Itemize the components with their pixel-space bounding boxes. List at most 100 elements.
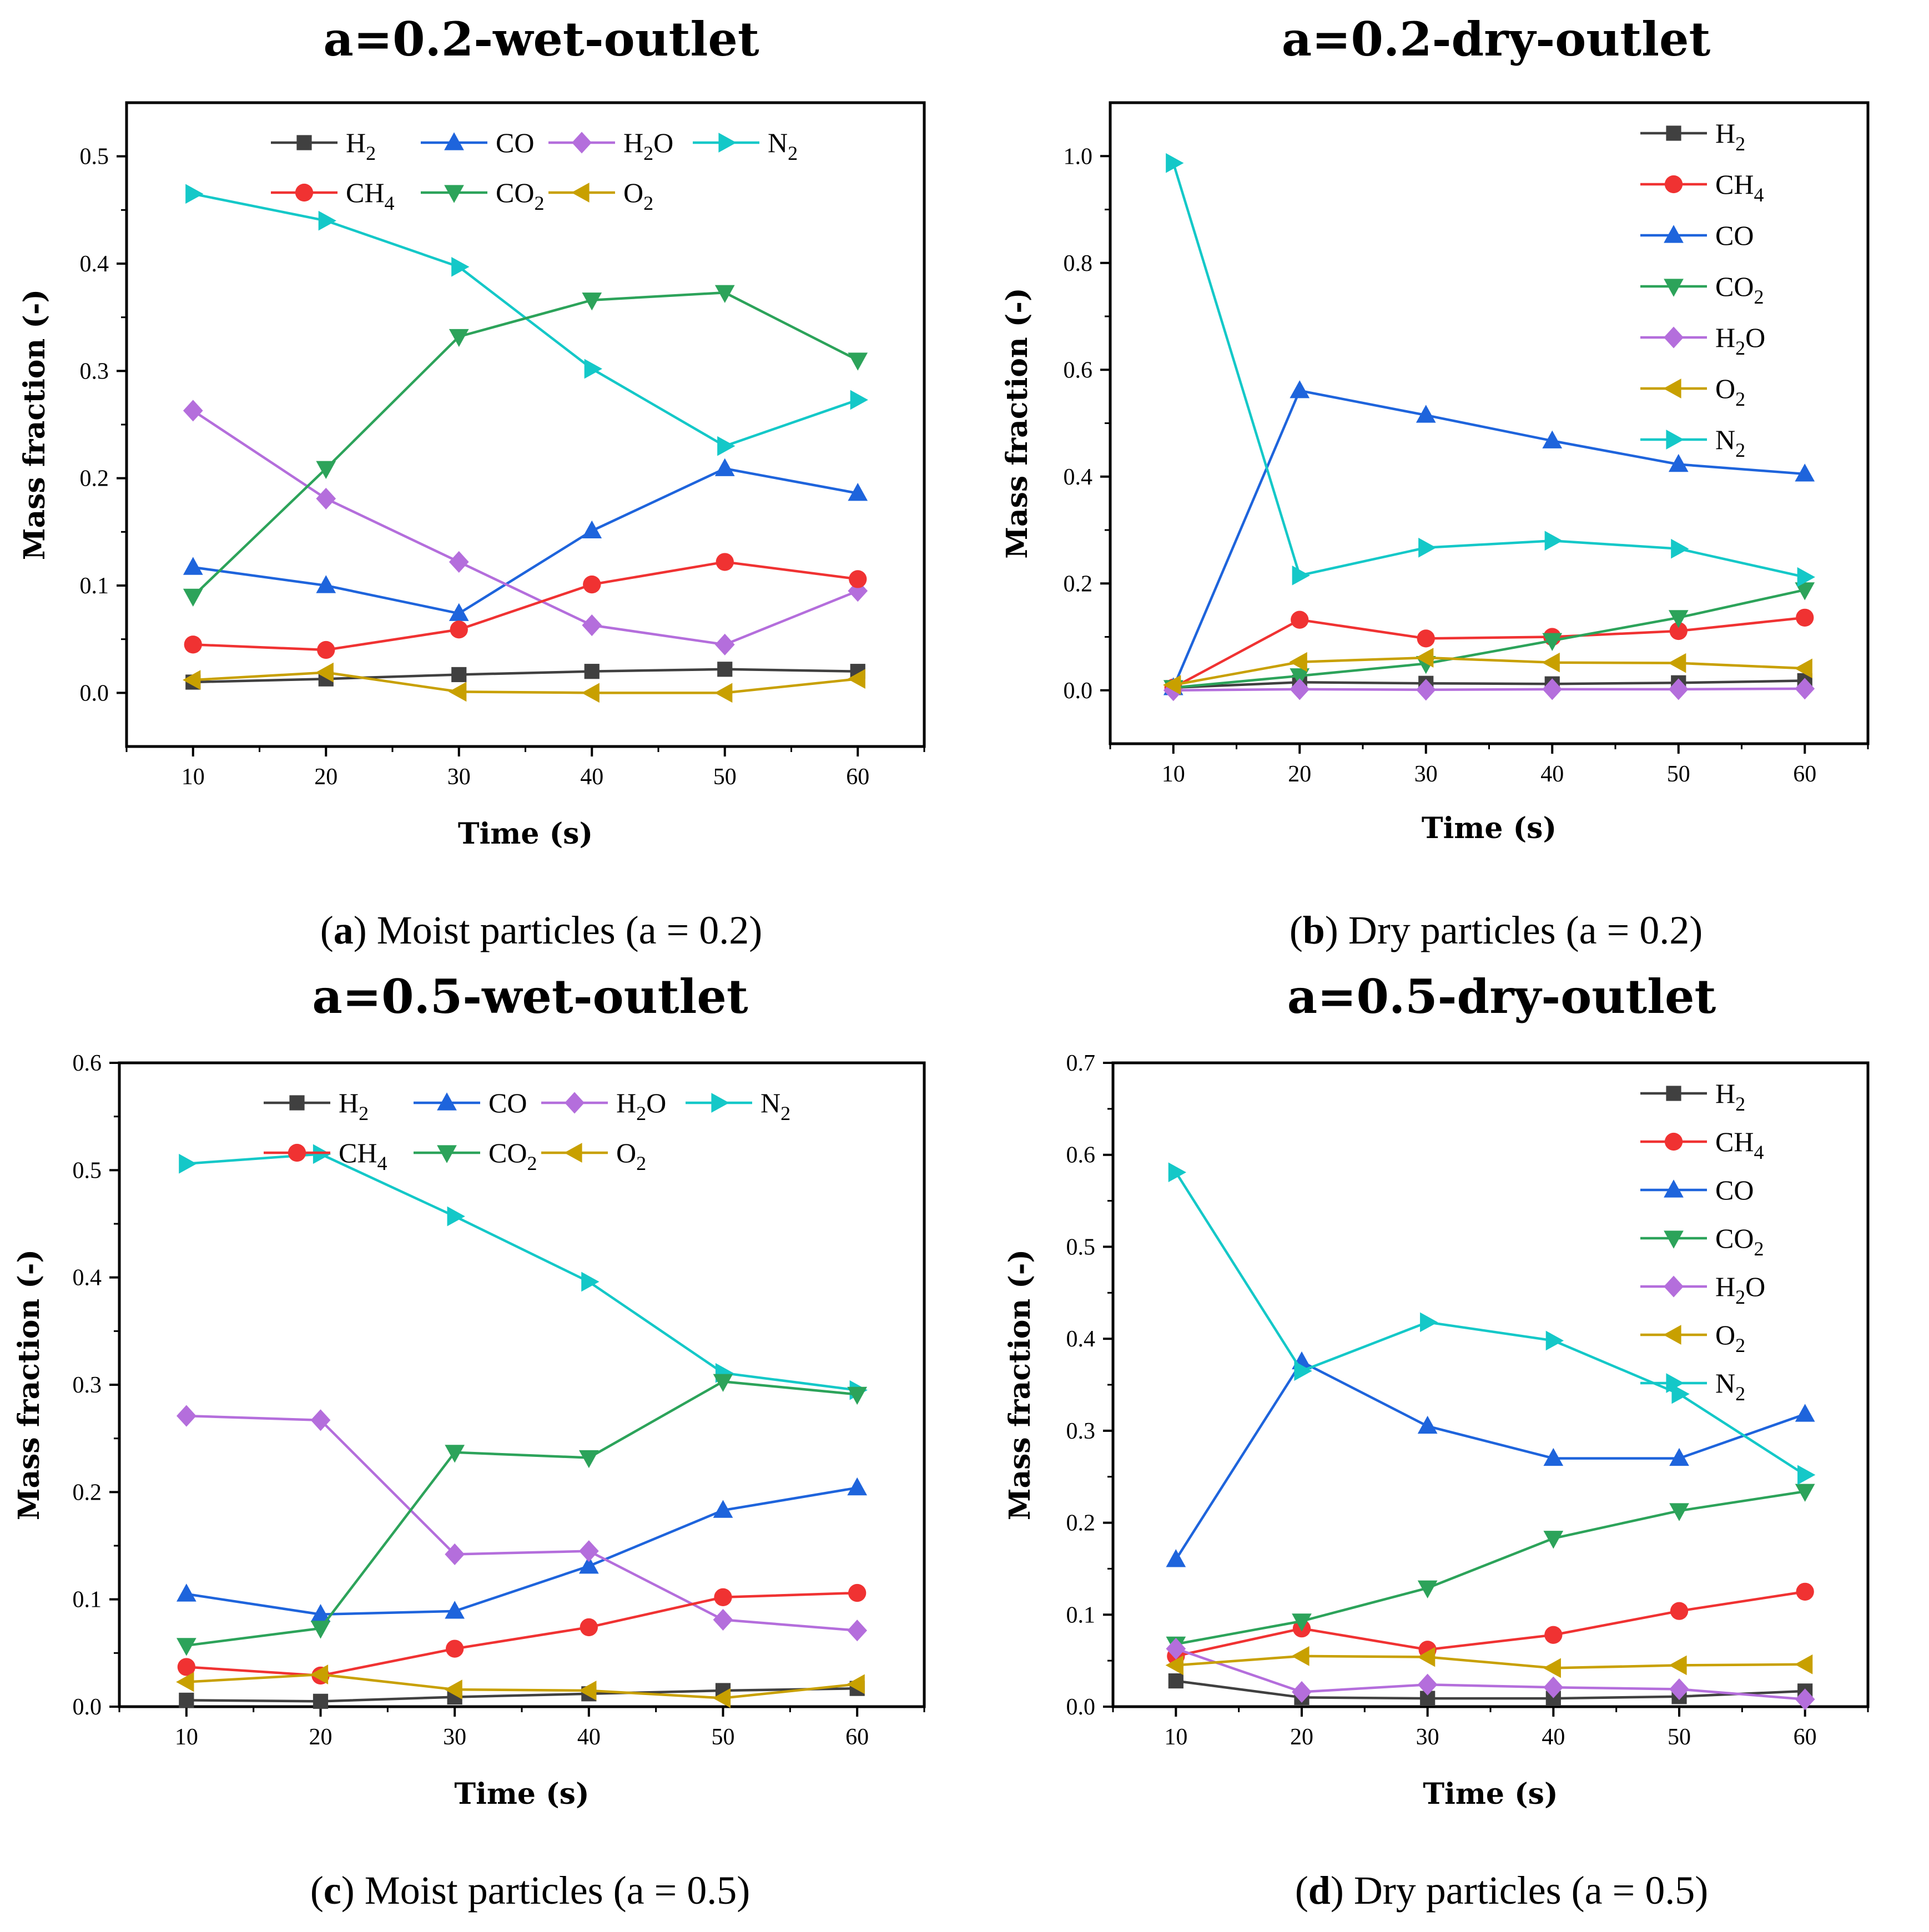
figure-caption: (d) Dry particles (a = 0.5) xyxy=(1295,1868,1708,1913)
legend-marker-h2 xyxy=(1666,125,1681,141)
series-co xyxy=(1166,1351,1815,1567)
x-tick-label: 40 xyxy=(580,764,603,790)
data-point-h2o xyxy=(445,1543,465,1566)
series-line-co xyxy=(193,467,858,615)
legend: H2 CH4 CO CO2 H2O O2 N2 xyxy=(1640,1078,1765,1405)
data-point-co2 xyxy=(847,1386,868,1405)
y-tick-label: 0.0 xyxy=(1064,678,1093,704)
data-point-h2o xyxy=(1417,1673,1438,1696)
series-n2 xyxy=(1166,153,1815,587)
data-point-co2 xyxy=(1669,1503,1689,1521)
series-co xyxy=(183,458,868,621)
data-point-ch4 xyxy=(450,621,468,639)
x-tick-label: 60 xyxy=(1794,1724,1817,1750)
y-tick-label: 1.0 xyxy=(1064,144,1093,169)
data-point-h2o xyxy=(176,1405,197,1427)
data-point-o2 xyxy=(1416,648,1434,668)
data-point-co2 xyxy=(1795,582,1815,601)
data-point-h2o xyxy=(1166,1638,1186,1660)
y-axis-label: Mass fraction (-) xyxy=(1000,287,1034,558)
x-axis-label: Time (s) xyxy=(458,817,593,851)
series-n2 xyxy=(1168,1162,1816,1485)
legend-marker-ch4 xyxy=(1664,1132,1683,1151)
legend-label-h2: H2 xyxy=(1715,1078,1745,1115)
series-h2o xyxy=(1166,1638,1815,1711)
data-point-o2 xyxy=(310,1664,329,1684)
legend-label-ch4: CH4 xyxy=(339,1137,387,1174)
data-point-co xyxy=(1543,1447,1564,1466)
data-point-co2 xyxy=(848,352,868,371)
legend-marker-n2 xyxy=(1666,430,1684,450)
legend-label-co2: CO2 xyxy=(1715,271,1764,308)
data-point-o2 xyxy=(847,669,865,689)
legend-label-n2: N2 xyxy=(768,127,798,164)
series-line-h2 xyxy=(186,1687,858,1703)
series-line-h2 xyxy=(1173,679,1805,689)
data-point-h2 xyxy=(179,1692,194,1708)
chart-panel-4: a=0.5-dry-outlet 0.0 0.1 0.2 0.3 0.4 0.5 0.6 0.7… xyxy=(1003,969,1870,1913)
data-point-n2 xyxy=(1544,531,1563,551)
data-point-h2 xyxy=(1168,1673,1183,1689)
data-point-co xyxy=(714,458,735,476)
data-point-h2o xyxy=(1290,678,1310,700)
y-tick-label: 0.0 xyxy=(73,1694,102,1720)
chart-title: a=0.5-dry-outlet xyxy=(1287,969,1716,1024)
data-point-h2o xyxy=(1543,1676,1564,1698)
data-point-co xyxy=(445,1601,465,1619)
legend-marker-ch4 xyxy=(1664,175,1683,194)
x-tick-label: 60 xyxy=(846,764,869,790)
data-point-co2 xyxy=(1795,1484,1815,1502)
x-tick-label: 50 xyxy=(1668,1724,1691,1750)
data-point-h2o xyxy=(713,1608,733,1631)
legend-marker-h2 xyxy=(296,135,312,150)
data-point-n2 xyxy=(1418,537,1437,558)
data-point-h2o xyxy=(578,1540,599,1562)
data-point-co xyxy=(183,557,203,575)
legend-label-h2o: H2O xyxy=(616,1087,666,1124)
series-line-ch4 xyxy=(1172,616,1805,689)
legend-label-co2: CO2 xyxy=(1715,1223,1764,1260)
x-tick-label: 30 xyxy=(443,1724,466,1750)
data-point-o2 xyxy=(315,662,334,683)
data-point-co2 xyxy=(713,1374,733,1392)
series-line-co xyxy=(1175,1360,1806,1561)
legend-marker-co2 xyxy=(437,1145,457,1163)
series-line-h2 xyxy=(1176,1679,1805,1700)
data-point-n2 xyxy=(1294,1361,1312,1381)
data-point-n2 xyxy=(1168,1162,1187,1183)
x-tick-label: 20 xyxy=(1288,761,1311,787)
y-tick-label: 0.6 xyxy=(73,1051,102,1076)
data-point-n2 xyxy=(185,184,204,204)
data-point-co xyxy=(1166,1549,1186,1567)
data-point-co2 xyxy=(310,1621,331,1639)
legend-marker-co xyxy=(437,1092,457,1111)
data-point-o2 xyxy=(1165,1655,1183,1676)
series-line-co2 xyxy=(1173,588,1805,689)
series-line-co2 xyxy=(186,1380,858,1647)
data-point-co xyxy=(582,520,602,538)
legend-marker-o2 xyxy=(564,1143,582,1163)
legend-marker-ch4 xyxy=(288,1143,306,1162)
series-line-ch4 xyxy=(193,561,858,652)
legend-marker-h2 xyxy=(289,1095,305,1111)
y-tick-label: 0.4 xyxy=(80,251,109,277)
series-co xyxy=(176,1477,868,1622)
data-point-n2 xyxy=(447,1206,465,1227)
y-tick-label: 0.0 xyxy=(1066,1694,1096,1720)
data-point-h2o xyxy=(1669,1678,1689,1701)
data-point-ch4 xyxy=(317,640,335,659)
x-tick-label: 60 xyxy=(845,1724,869,1750)
y-tick-label: 0.5 xyxy=(73,1158,102,1183)
y-axis-label: Mass fraction (-) xyxy=(12,1249,46,1520)
data-point-o2 xyxy=(847,1674,865,1694)
data-point-h2 xyxy=(584,664,600,679)
legend-label-o2: O2 xyxy=(1715,1319,1745,1356)
series-h2o xyxy=(176,1405,868,1642)
data-point-o2 xyxy=(444,1679,462,1699)
series-line-co2 xyxy=(1175,1490,1806,1646)
data-point-h2o xyxy=(1795,1688,1815,1711)
legend-marker-h2o xyxy=(572,132,592,154)
data-point-n2 xyxy=(717,436,736,456)
series-line-n2 xyxy=(1172,163,1805,578)
data-point-ch4 xyxy=(184,635,202,654)
